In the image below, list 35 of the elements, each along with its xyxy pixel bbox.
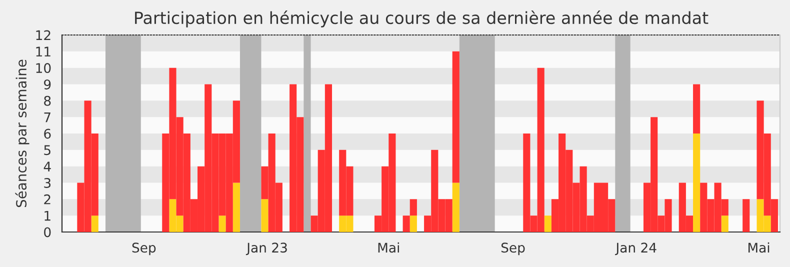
y-tick-label: 2: [44, 194, 50, 204]
x-tick-label: Mai: [378, 242, 399, 253]
bar: [261, 199, 268, 232]
bar: [402, 216, 410, 232]
bar: [232, 182, 240, 232]
y-tick-label: 8: [44, 96, 51, 106]
bar: [693, 84, 700, 134]
x-tick-label: Sep: [501, 242, 525, 256]
bar: [742, 199, 750, 232]
y-tick-label: 3: [44, 178, 51, 188]
chart-title: Participation en hémicycle au cours de sa dernière année de mandat: [135, 10, 708, 28]
y-tick-label: 7: [44, 112, 50, 122]
y-tick-label: 11: [36, 46, 50, 56]
y-axis-title: Séances par semaine: [15, 60, 30, 208]
x-tick-label: Jan 24: [615, 242, 656, 256]
bar: [410, 199, 417, 216]
bar: [721, 216, 728, 232]
y-tick-label: 5: [44, 145, 50, 156]
y-tick-label: 9: [44, 79, 51, 90]
x-tick-label: Sep: [132, 242, 156, 256]
x-tick-label: Jan 23: [246, 242, 287, 256]
bar: [410, 216, 417, 232]
bar: [544, 216, 552, 232]
y-tick-label: 6: [44, 128, 51, 139]
y-tick-label: 10: [36, 63, 51, 74]
y-tick-label: 0: [44, 227, 51, 238]
bar: [452, 182, 460, 232]
x-tick-label: Mai: [748, 242, 770, 253]
bar: [91, 216, 98, 232]
bar: [218, 216, 226, 232]
y-tick-label: 12: [36, 30, 50, 40]
y-tick-label: 4: [44, 162, 51, 172]
y-tick-label: 1: [44, 210, 50, 221]
bar: [452, 51, 460, 183]
bar: [693, 134, 700, 232]
